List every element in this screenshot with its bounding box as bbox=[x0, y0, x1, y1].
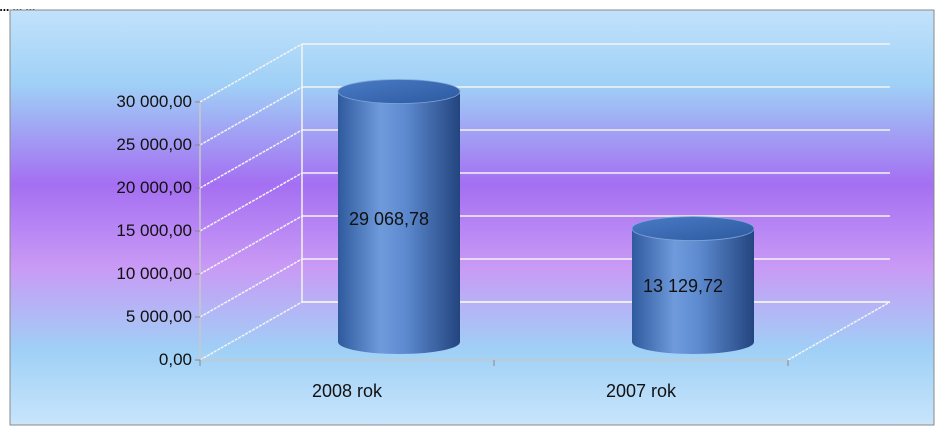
bars-layer bbox=[337, 79, 755, 355]
y-tick-label: 25 000,00 bbox=[116, 135, 192, 154]
bar-body bbox=[632, 228, 754, 354]
y-tick-label: 5 000,00 bbox=[126, 307, 192, 326]
bar-top bbox=[337, 79, 461, 104]
gridline-side bbox=[199, 301, 303, 361]
data-label: 29 068,78 bbox=[349, 209, 429, 229]
y-tick-label: 30 000,00 bbox=[116, 92, 192, 111]
gridline-side bbox=[199, 172, 303, 232]
gridline-side bbox=[199, 43, 303, 103]
y-tick-label: 20 000,00 bbox=[116, 178, 192, 197]
y-tick-label: 10 000,00 bbox=[116, 264, 192, 283]
bar-top bbox=[631, 216, 755, 241]
x-category-label: 2007 rok bbox=[606, 381, 677, 401]
chart-background bbox=[9, 9, 935, 426]
y-tick-label: 15 000,00 bbox=[116, 221, 192, 240]
floor-right-edge bbox=[787, 301, 891, 361]
gridline-side bbox=[199, 215, 303, 275]
bar-2007-rok bbox=[631, 216, 755, 354]
data-label: 13 129,72 bbox=[643, 276, 723, 296]
gridline-side bbox=[199, 258, 303, 318]
y-tick-label: 0,00 bbox=[159, 350, 192, 369]
bar-2008-rok bbox=[337, 79, 461, 355]
gridline-side bbox=[199, 129, 303, 189]
x-category-label: 2008 rok bbox=[312, 381, 383, 401]
bar-body bbox=[338, 91, 460, 355]
labels-layer: 0,00 5 000,00 10 000,00 15 000,00 20 000,00 2… bbox=[116, 92, 723, 401]
gridline-side bbox=[199, 86, 303, 146]
